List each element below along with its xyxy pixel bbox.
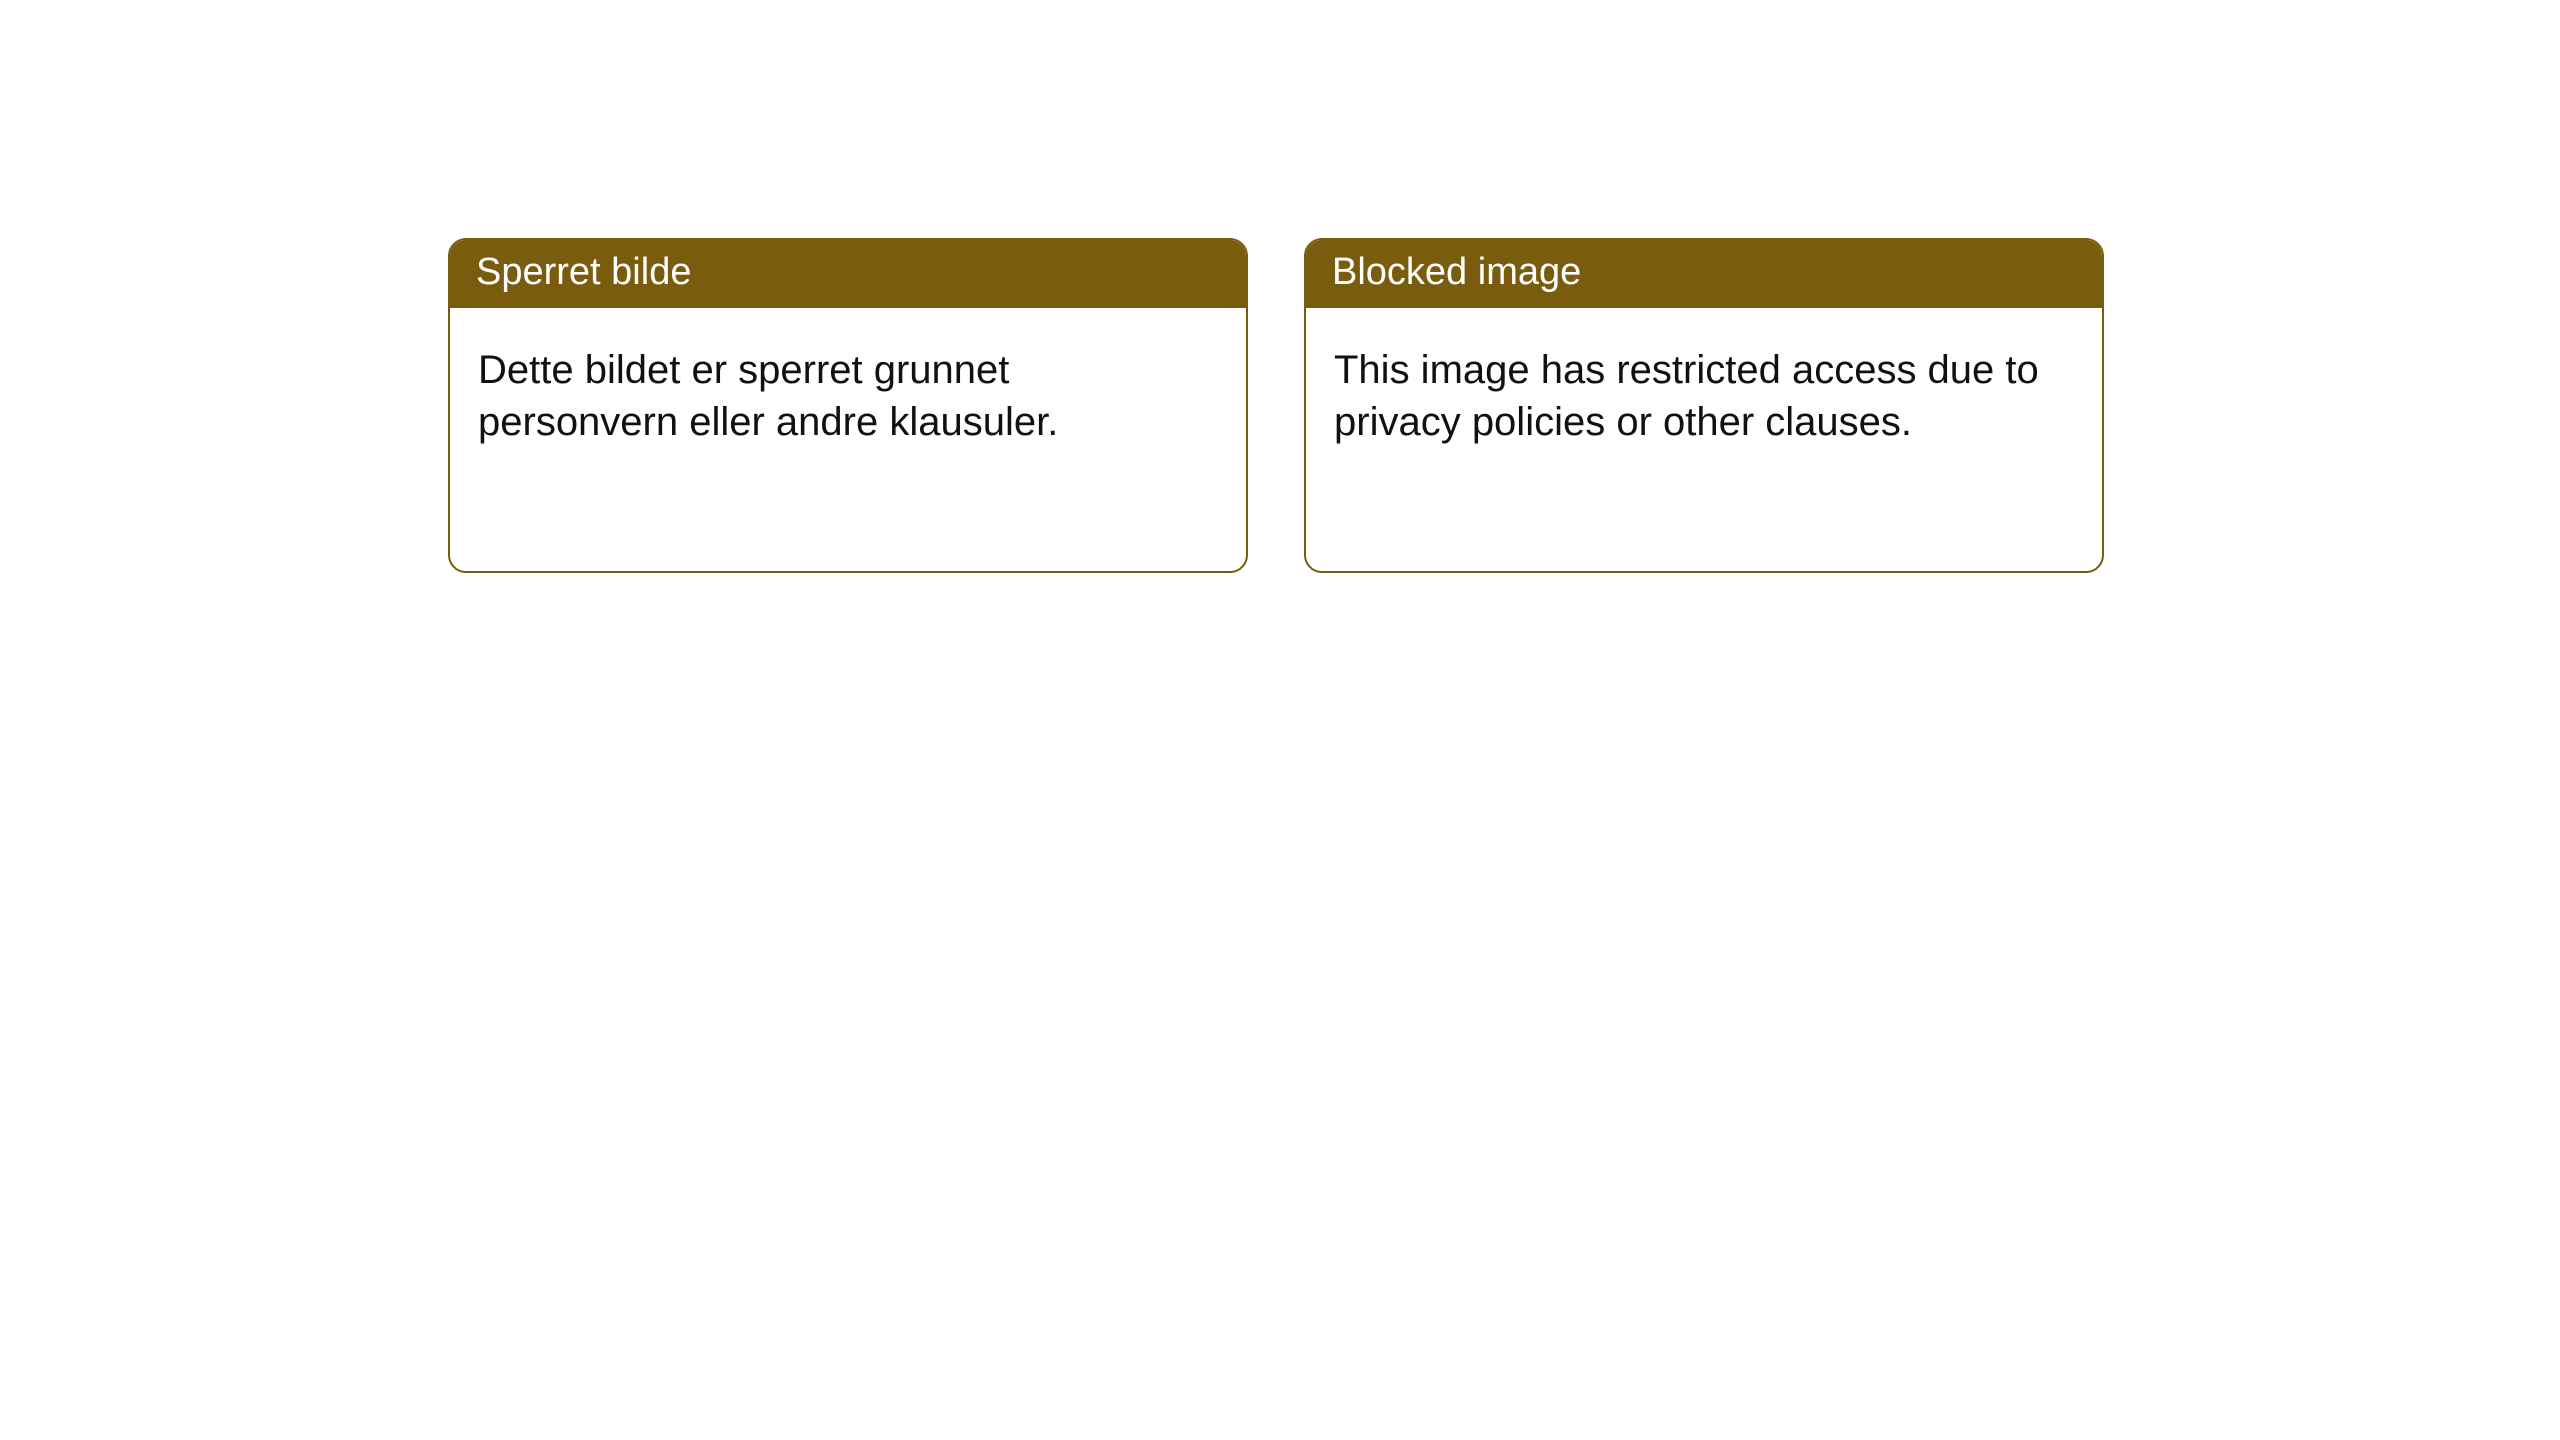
- notice-body-norwegian: Dette bildet er sperret grunnet personve…: [450, 308, 1246, 478]
- notice-card-english: Blocked image This image has restricted …: [1304, 238, 2104, 573]
- notice-card-norwegian: Sperret bilde Dette bildet er sperret gr…: [448, 238, 1248, 573]
- notice-body-english: This image has restricted access due to …: [1306, 308, 2102, 478]
- notice-header-english: Blocked image: [1306, 240, 2102, 308]
- notice-cards-container: Sperret bilde Dette bildet er sperret gr…: [448, 238, 2104, 573]
- notice-header-norwegian: Sperret bilde: [450, 240, 1246, 308]
